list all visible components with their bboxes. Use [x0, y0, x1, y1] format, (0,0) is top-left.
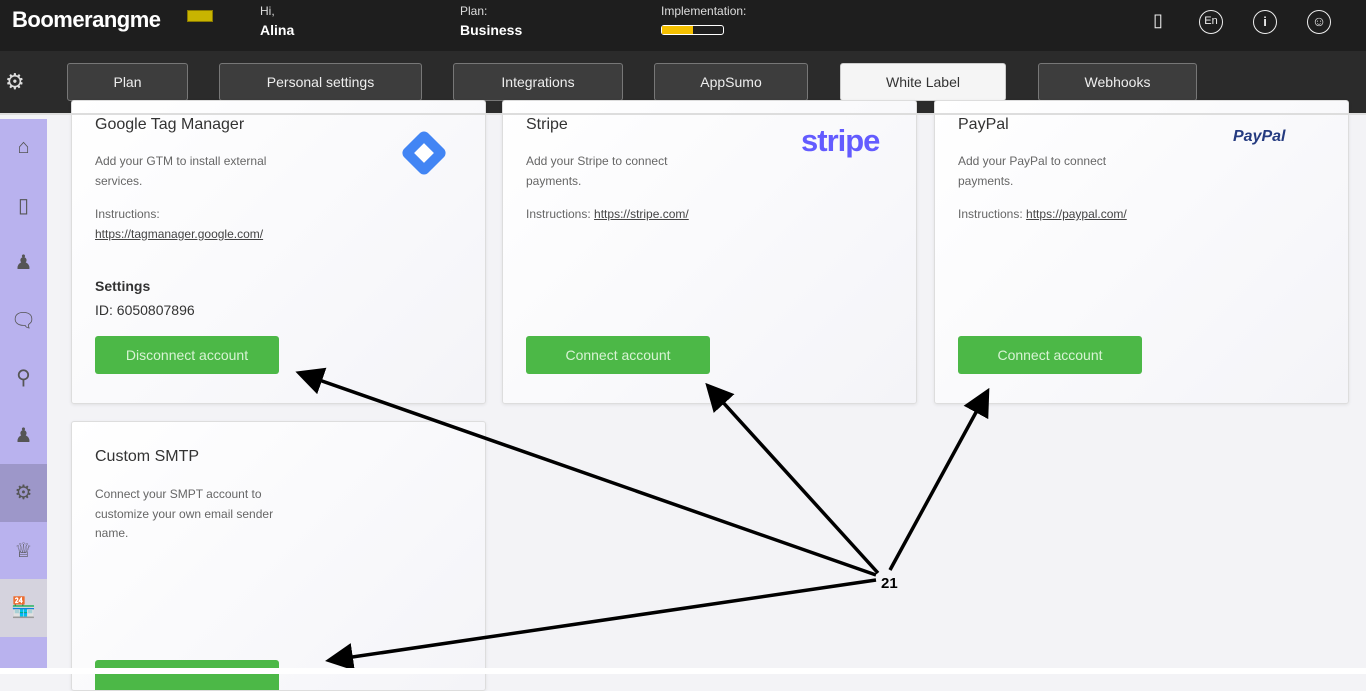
- profile-icon[interactable]: ☺: [1307, 10, 1331, 34]
- settings-id: ID: 6050807896: [95, 302, 195, 318]
- logo-badge: [187, 10, 213, 22]
- home-icon[interactable]: ⌂: [17, 136, 30, 159]
- card-instructions: Instructions: https://paypal.com/: [958, 205, 1158, 225]
- annotation-label: 21: [881, 575, 898, 592]
- arrow-to-stripe: [705, 382, 880, 575]
- connect-smtp-button[interactable]: [95, 660, 279, 690]
- card-title: Custom SMTP: [95, 448, 200, 465]
- divider: [0, 113, 1366, 115]
- card-title: PayPal: [958, 116, 1009, 133]
- connect-paypal-button[interactable]: Connect account: [958, 336, 1142, 374]
- card-description: Add your Stripe to connect payments.: [526, 154, 668, 188]
- tab-personal-settings[interactable]: Personal settings: [219, 63, 422, 101]
- tab-plan[interactable]: Plan: [67, 63, 188, 101]
- card-description: Add your PayPal to connect payments.: [958, 154, 1107, 188]
- card-custom-smtp: Custom SMTP Connect your SMPT account to…: [71, 421, 486, 691]
- instructions-label: Instructions:: [95, 207, 160, 221]
- shop-icon[interactable]: 🏪: [0, 579, 47, 637]
- disconnect-account-button[interactable]: Disconnect account: [95, 336, 279, 374]
- implementation-label: Implementation:: [661, 4, 747, 18]
- card-google-tag-manager: Google Tag Manager Add your GTM to insta…: [71, 100, 486, 404]
- plan-value: Business: [460, 22, 523, 38]
- greeting-label: Hi,: [260, 4, 275, 18]
- settings-icon[interactable]: ⚙: [0, 464, 47, 522]
- bottom-edge: [0, 668, 1366, 674]
- card-stripe: Stripe stripe Add your Stripe to connect…: [502, 100, 917, 404]
- card-instructions: Instructions: https://stripe.com/: [526, 205, 726, 225]
- settings-title: Settings: [95, 278, 151, 294]
- settings-gear-icon: ⚙: [5, 69, 25, 94]
- settings-tabbar: ⚙ Plan Personal settings Integrations Ap…: [0, 51, 1366, 113]
- gtm-logo-icon: [402, 131, 446, 175]
- tab-integrations[interactable]: Integrations: [453, 63, 623, 101]
- tab-appsumo[interactable]: AppSumo: [654, 63, 808, 101]
- info-icon[interactable]: i: [1253, 10, 1277, 34]
- card-title: Google Tag Manager: [95, 116, 245, 133]
- paypal-logo: PayPal: [1233, 128, 1286, 145]
- tab-white-label[interactable]: White Label: [840, 63, 1006, 101]
- connect-stripe-button[interactable]: Connect account: [526, 336, 710, 374]
- crown-icon[interactable]: ♕: [14, 539, 33, 562]
- chat-icon[interactable]: 🗨: [10, 309, 37, 332]
- instructions-label: Instructions:: [526, 207, 591, 221]
- mobile-touch-icon[interactable]: ▯: [1153, 10, 1163, 30]
- card-description: Add your GTM to install external service…: [95, 154, 267, 188]
- card-description: Connect your SMPT account to customize y…: [95, 487, 274, 540]
- card-title: Stripe: [526, 116, 568, 133]
- sidebar: ⌂ ▯ ♟ 🗨 ⚲ ♟ ⚙ ♕ 🏪: [0, 119, 47, 674]
- stripe-logo: stripe: [801, 123, 880, 158]
- user-name: Alina: [260, 22, 295, 38]
- logo[interactable]: Boomerangme: [12, 7, 161, 32]
- arrow-to-paypal: [888, 387, 990, 571]
- instructions-link[interactable]: https://stripe.com/: [594, 207, 689, 221]
- location-icon[interactable]: ⚲: [16, 367, 31, 390]
- tab-webhooks[interactable]: Webhooks: [1038, 63, 1197, 101]
- top-header: Boomerangme Hi, Alina Plan: Business Imp…: [0, 0, 1366, 51]
- implementation-progress: [661, 25, 724, 35]
- language-button[interactable]: En: [1199, 10, 1223, 34]
- customers-icon[interactable]: ♟: [14, 252, 33, 275]
- plan-label: Plan:: [460, 4, 488, 18]
- user-icon[interactable]: ♟: [14, 424, 33, 447]
- mobile-card-icon[interactable]: ▯: [17, 194, 29, 217]
- instructions-link[interactable]: https://tagmanager.google.com/: [95, 226, 264, 241]
- progress-fill: [662, 26, 693, 34]
- card-paypal: PayPal PayPal Add your PayPal to connect…: [934, 100, 1349, 404]
- card-instructions: Instructions: https://tagmanager.google.c…: [95, 205, 295, 244]
- instructions-label: Instructions:: [958, 207, 1023, 221]
- instructions-link[interactable]: https://paypal.com/: [1026, 207, 1127, 221]
